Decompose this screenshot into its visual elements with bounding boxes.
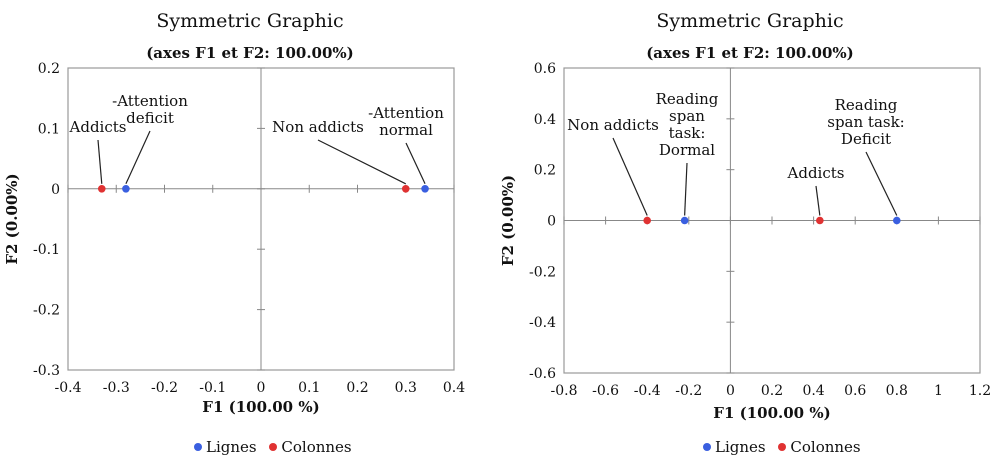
x-axis-title: F1 (100.00 %) xyxy=(202,398,319,416)
data-point-lignes xyxy=(421,185,429,193)
point-label: task: xyxy=(669,124,706,142)
point-label: Reading xyxy=(835,96,898,114)
chart-right: Symmetric Graphic (axes F1 et F2: 100.00… xyxy=(499,0,1000,461)
plot-area: -0.8 -0.6 -0.4 -0.2 0 0.2 0.4 0.6 0.8 1 1.20.60.40… xyxy=(499,61,991,422)
x-tick-label: 0.8 xyxy=(886,383,908,399)
y-tick-label: 0 xyxy=(51,182,60,198)
y-axis-title: F2 (0.00%) xyxy=(499,175,517,266)
point-label: -Attention xyxy=(368,104,444,122)
legend-label-lignes: Lignes xyxy=(715,438,766,456)
x-axis-title: F1 (100.00 %) xyxy=(713,404,830,422)
point-label: Deficit xyxy=(841,130,891,148)
legend-dot-lignes xyxy=(194,443,202,451)
y-tick-label: -0.1 xyxy=(33,242,60,258)
x-tick-label: 0.3 xyxy=(395,380,417,396)
y-tick-label: 0 xyxy=(547,214,556,230)
leader-line xyxy=(815,185,821,216)
data-point-colonnes xyxy=(401,185,410,193)
legend: Lignes Colonnes xyxy=(194,438,360,456)
y-tick-label: -0.6 xyxy=(529,366,556,382)
legend-dot-lignes xyxy=(703,443,711,451)
leader-line xyxy=(97,139,103,184)
leader-line xyxy=(684,162,688,216)
legend-label-colonnes: Colonnes xyxy=(281,438,352,456)
y-tick-label: -0.2 xyxy=(33,303,60,319)
leader-line xyxy=(405,142,426,185)
y-tick-label: 0.4 xyxy=(534,112,556,128)
point-label: Non addicts xyxy=(272,118,364,136)
point-label: deficit xyxy=(126,109,174,127)
point-label: Addicts xyxy=(69,118,127,136)
point-label: Reading xyxy=(656,90,719,108)
y-tick-label: -0.3 xyxy=(33,363,60,379)
data-point-colonnes xyxy=(816,216,824,225)
y-axis-title: F2 (0.00%) xyxy=(3,173,21,264)
y-tick-label: 0.2 xyxy=(38,61,60,77)
leader-line xyxy=(612,137,648,216)
y-tick-label: -0.2 xyxy=(529,264,556,280)
x-tick-label: -0.6 xyxy=(592,383,619,399)
point-label: -Attention xyxy=(112,92,188,110)
data-point-lignes xyxy=(122,185,130,193)
x-tick-label: -0.4 xyxy=(634,383,661,399)
legend-item-colonnes: Colonnes xyxy=(269,438,352,456)
x-tick-label: 1.2 xyxy=(969,383,991,399)
point-label: Dormal xyxy=(659,141,715,159)
legend-label-lignes: Lignes xyxy=(206,438,257,456)
x-tick-label: 0.4 xyxy=(802,383,824,399)
x-tick-label: 0.4 xyxy=(443,380,465,396)
x-tick-label: 0.6 xyxy=(844,383,866,399)
x-tick-label: -0.1 xyxy=(199,380,226,396)
data-point-colonnes xyxy=(97,185,106,193)
point-label: Addicts xyxy=(787,164,845,182)
x-tick-label: 0 xyxy=(257,380,266,396)
data-point-lignes xyxy=(680,216,689,225)
x-tick-label: 0 xyxy=(726,383,735,399)
legend-label-colonnes: Colonnes xyxy=(790,438,861,456)
leader-line xyxy=(125,130,151,185)
x-tick-label: 0.1 xyxy=(298,380,320,396)
legend-dot-colonnes xyxy=(269,443,278,451)
x-tick-label: -0.8 xyxy=(551,383,578,399)
leader-line xyxy=(865,151,898,216)
x-tick-label: -0.2 xyxy=(151,380,178,396)
data-point-lignes xyxy=(893,216,901,225)
legend: Lignes Colonnes xyxy=(703,438,869,456)
chart-title: Symmetric Graphic xyxy=(156,10,344,32)
x-tick-label: 1 xyxy=(934,383,943,399)
point-label: Non addicts xyxy=(567,116,659,134)
leader-line xyxy=(317,139,407,185)
chart-subtitle: (axes F1 et F2: 100.00%) xyxy=(646,44,854,62)
point-label: span xyxy=(669,107,705,125)
legend-item-lignes: Lignes xyxy=(703,438,766,456)
x-tick-label: 0.2 xyxy=(346,380,368,396)
x-tick-label: -0.2 xyxy=(675,383,702,399)
x-tick-label: -0.4 xyxy=(55,380,82,396)
chart-left: Symmetric Graphic (axes F1 et F2: 100.00… xyxy=(3,10,465,456)
point-label: span task: xyxy=(827,113,904,131)
y-tick-label: 0.2 xyxy=(534,163,556,179)
y-tick-label: 0.1 xyxy=(38,121,60,137)
y-tick-label: 0.6 xyxy=(534,61,556,77)
chart-subtitle: (axes F1 et F2: 100.00%) xyxy=(146,44,354,62)
legend-item-lignes: Lignes xyxy=(194,438,257,456)
legend-dot-colonnes xyxy=(778,443,787,451)
data-point-colonnes xyxy=(643,216,651,225)
plot-area: -0.4 -0.3 -0.2 -0.1 0 0.1 0.2 0.3 0.40.20.10-0.1… xyxy=(3,61,465,416)
chart-title: Symmetric Graphic xyxy=(656,10,844,32)
x-tick-label: 0.2 xyxy=(761,383,783,399)
x-tick-label: -0.3 xyxy=(103,380,130,396)
legend-item-colonnes: Colonnes xyxy=(778,438,861,456)
y-tick-label: -0.4 xyxy=(529,315,556,331)
point-label: normal xyxy=(379,121,433,139)
